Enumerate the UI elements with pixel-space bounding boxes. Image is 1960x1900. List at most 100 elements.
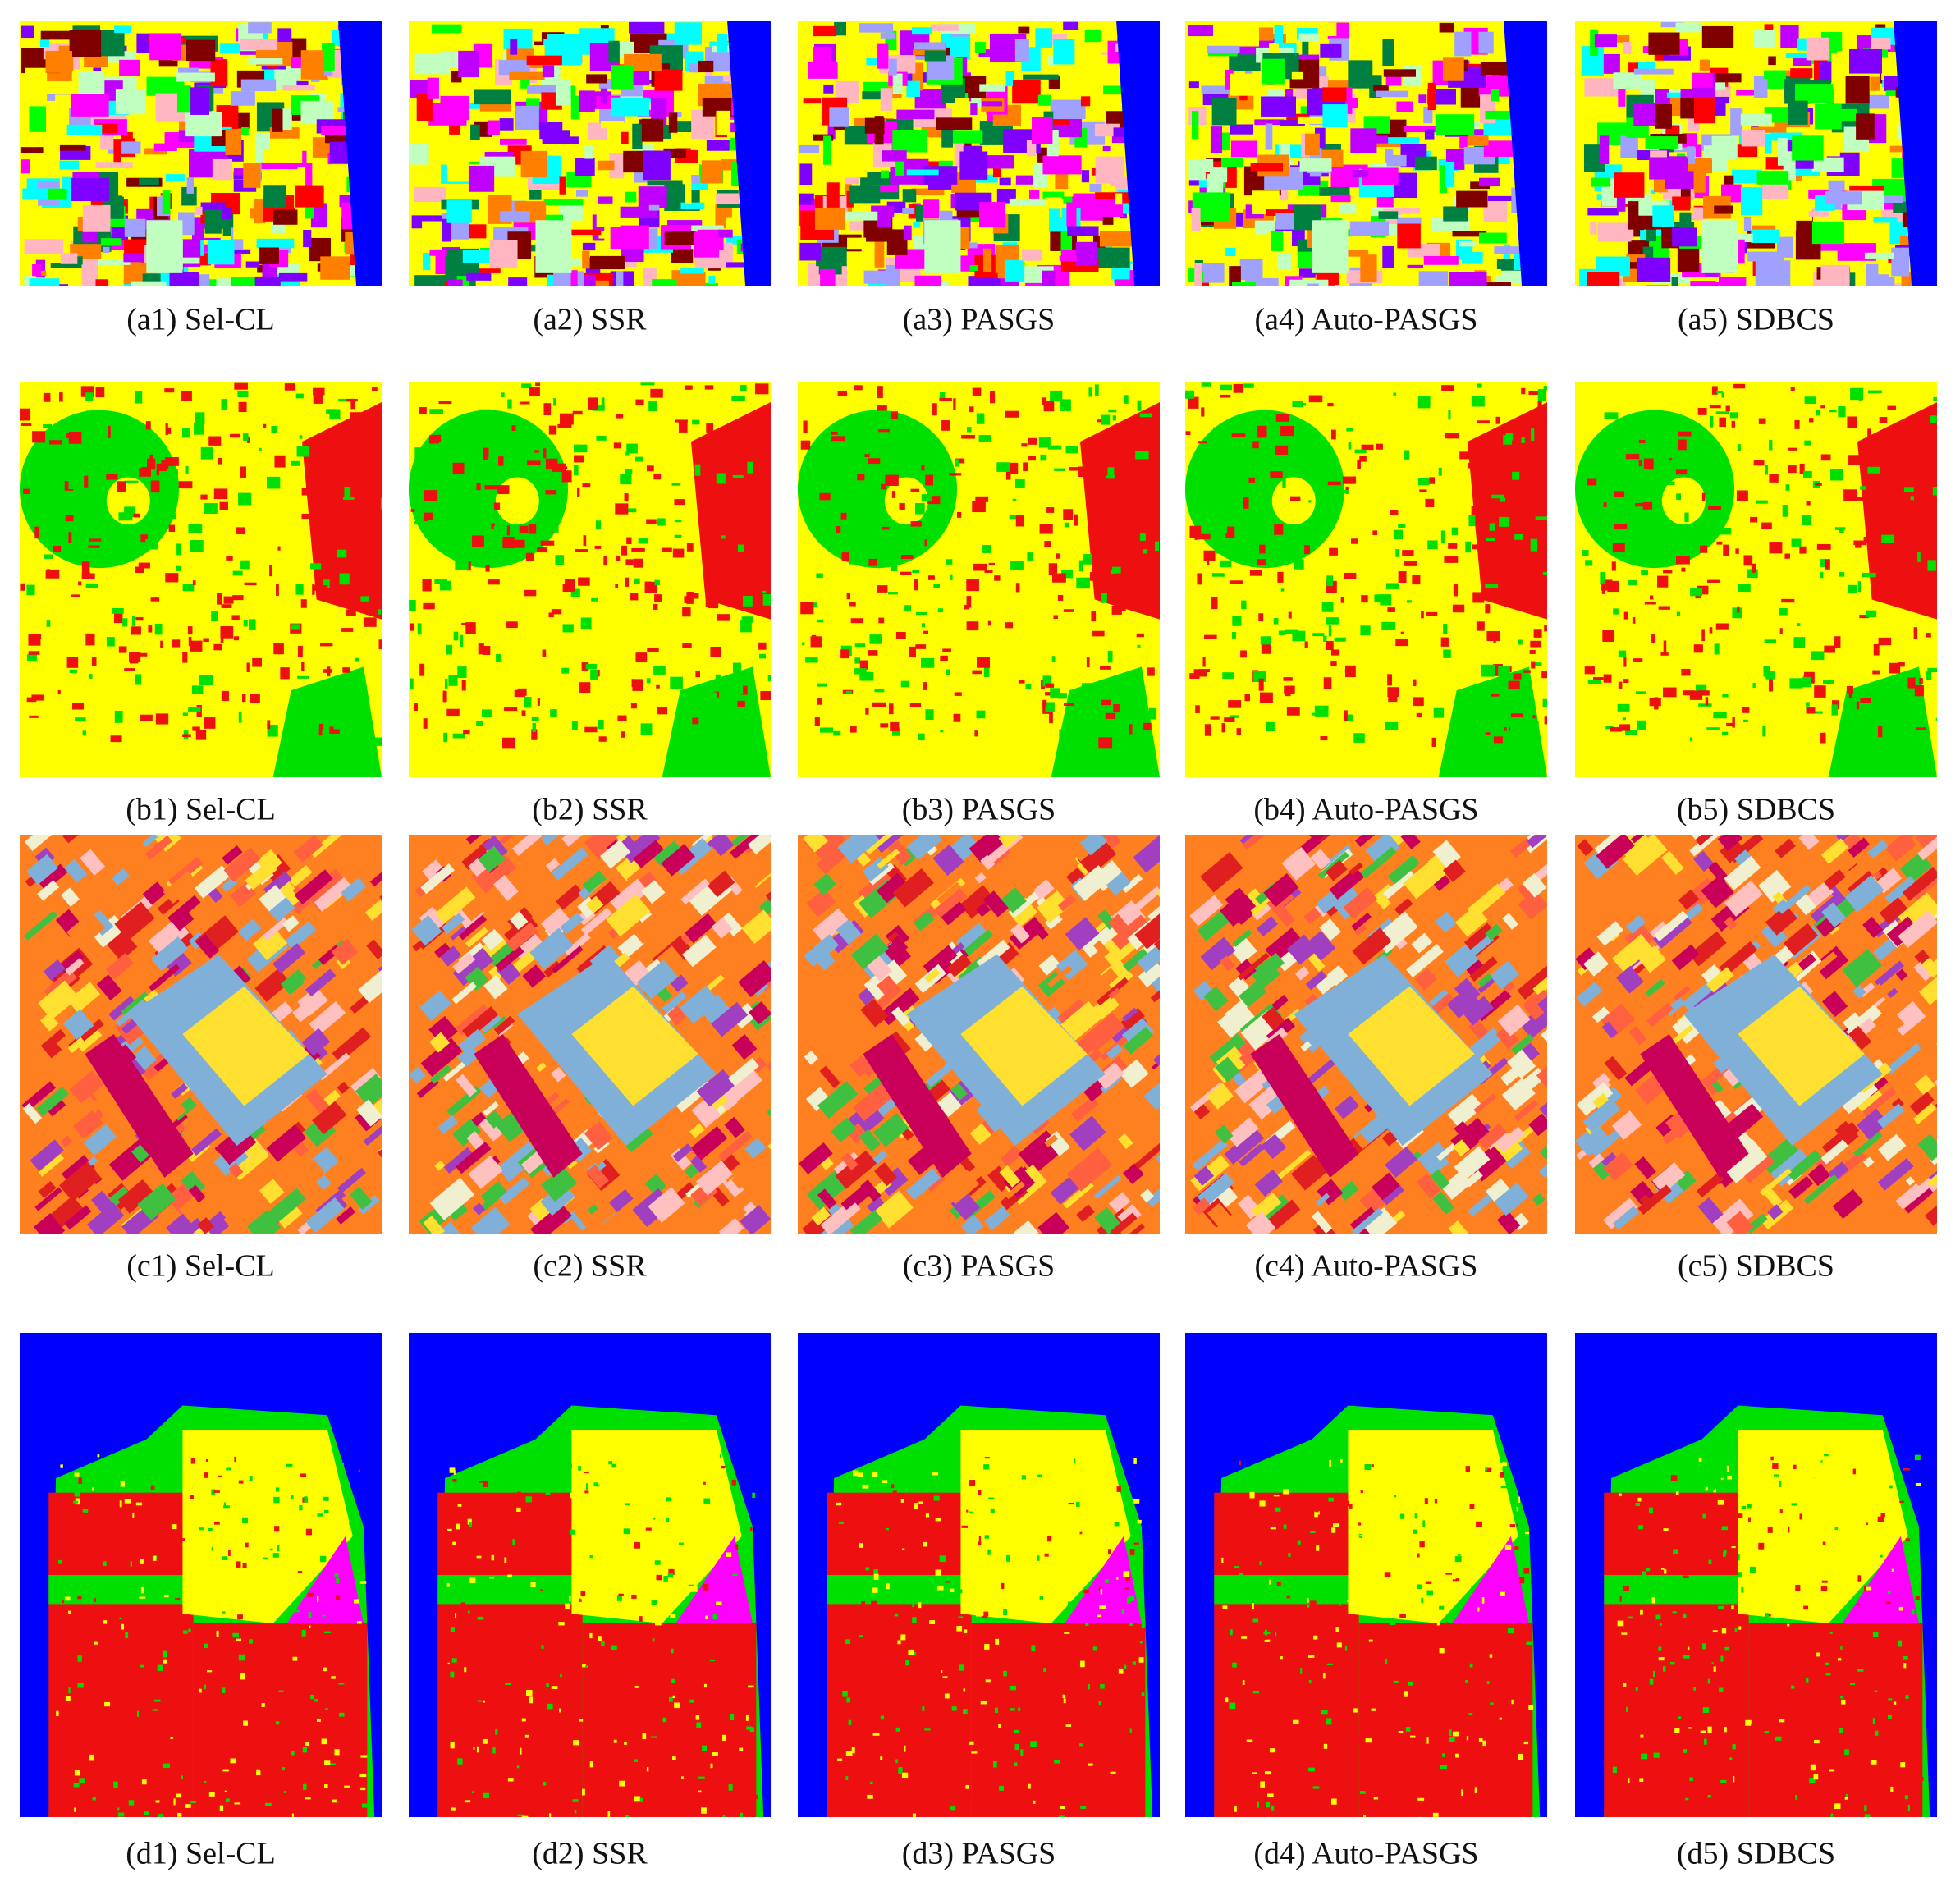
class-region [137, 1183, 176, 1220]
class-region [1201, 407, 1205, 417]
class-region [1795, 894, 1817, 916]
class-region [1418, 271, 1449, 286]
class-region [722, 1097, 738, 1111]
class-region [1197, 573, 1202, 585]
class-region [1202, 657, 1206, 667]
class-region [312, 584, 315, 595]
class-region [511, 425, 516, 431]
class-region [78, 71, 103, 98]
class-region [987, 620, 991, 626]
class-region [946, 559, 953, 565]
class-region [313, 391, 323, 404]
class-region [1828, 666, 1937, 777]
class-region [1096, 977, 1129, 1006]
class-region [360, 596, 369, 602]
class-region [1622, 717, 1627, 721]
class-region [690, 1155, 708, 1173]
class-region [850, 618, 864, 624]
class-region [511, 835, 543, 856]
class-region [232, 1632, 239, 1638]
class-region [1194, 263, 1202, 286]
class-region [154, 623, 163, 635]
class-region [924, 539, 927, 547]
class-region [555, 555, 565, 565]
classification-map [1185, 21, 1547, 286]
class-region [129, 652, 141, 662]
class-region [238, 1480, 244, 1484]
class-region [861, 671, 874, 681]
class-region [1495, 1025, 1520, 1050]
class-region [141, 1779, 147, 1785]
class-region [939, 397, 952, 401]
class-region [190, 1495, 195, 1499]
class-region [1592, 1161, 1611, 1181]
class-region [639, 1728, 647, 1732]
class-region [814, 717, 820, 726]
class-region [625, 451, 630, 456]
class-region [543, 199, 584, 206]
class-region [26, 584, 35, 596]
class-region [248, 58, 283, 65]
class-region [330, 1756, 336, 1763]
class-region [747, 461, 753, 474]
class-region [485, 565, 490, 572]
caption: (a4) Auto-PASGS [1254, 303, 1477, 337]
class-region [528, 524, 537, 534]
class-region [1518, 639, 1523, 645]
class-region [1414, 968, 1438, 991]
class-region [982, 545, 991, 553]
class-region [1768, 679, 1773, 692]
class-region [682, 643, 692, 648]
class-region [262, 917, 289, 941]
class-region [459, 490, 469, 498]
class-region [455, 1004, 491, 1036]
class-region [805, 1087, 831, 1111]
class-region [284, 1791, 286, 1794]
class-region [570, 95, 580, 120]
class-region [1052, 573, 1066, 583]
class-region [1898, 662, 1905, 667]
class-region [344, 1785, 350, 1788]
class-region [520, 1729, 522, 1737]
class-region [1413, 679, 1417, 687]
class-region [336, 1577, 340, 1584]
class-region [1078, 838, 1117, 876]
class-region [1528, 1113, 1547, 1137]
class-region [1232, 616, 1242, 626]
class-region [360, 1755, 368, 1758]
class-region [621, 131, 629, 144]
class-region [1858, 388, 1862, 401]
class-region [859, 1129, 881, 1152]
class-region [1804, 396, 1816, 405]
class-region [353, 1599, 359, 1604]
class-region [1752, 126, 1787, 133]
class-region [488, 943, 517, 971]
class-region [1054, 468, 1065, 471]
class-region [667, 1573, 674, 1578]
class-region [241, 694, 246, 703]
class-region [582, 250, 590, 269]
class-region [911, 188, 945, 195]
class-region [1891, 679, 1896, 685]
class-region [253, 1766, 256, 1773]
class-region [798, 410, 958, 569]
class-region [1796, 623, 1801, 627]
class-region [1701, 220, 1738, 273]
class-region [131, 616, 135, 626]
class-region [578, 90, 595, 112]
class-region [888, 592, 898, 595]
class-region [1785, 53, 1815, 59]
class-region [1597, 222, 1633, 239]
class-region [1829, 410, 1837, 413]
class-region [1372, 530, 1378, 536]
class-region [132, 122, 153, 139]
class-region [204, 1684, 207, 1690]
classification-map [20, 21, 382, 286]
class-region [1497, 480, 1504, 487]
class-region [1600, 572, 1606, 584]
class-region [1622, 835, 1668, 877]
class-region [1427, 82, 1436, 111]
class-region [1530, 640, 1541, 648]
class-region [1360, 846, 1397, 879]
class-region [1451, 527, 1459, 535]
